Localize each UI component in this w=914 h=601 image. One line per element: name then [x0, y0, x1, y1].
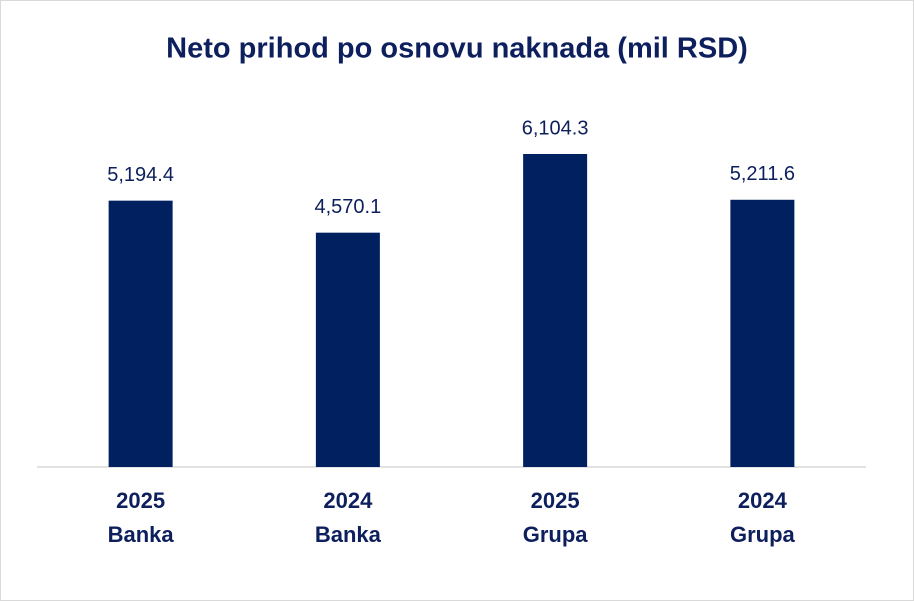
x-tick-label: Grupa: [730, 522, 796, 547]
bar: [315, 232, 380, 467]
x-tick-label: 2025: [116, 488, 165, 513]
x-tick-label: Banka: [108, 522, 175, 547]
value-label: 5,211.6: [730, 163, 795, 185]
bar: [730, 199, 795, 467]
x-tick-label: 2024: [738, 488, 788, 513]
value-label: 6,104.3: [522, 117, 589, 139]
x-tick-label: 2024: [323, 488, 373, 513]
x-tick-label: Grupa: [523, 522, 589, 547]
x-tick-label: 2025: [531, 488, 580, 513]
value-label: 5,194.4: [107, 164, 174, 186]
bar: [523, 154, 588, 467]
x-tick-label: Banka: [315, 522, 382, 547]
chart-title: Neto prihod po osnovu naknada (mil RSD): [166, 33, 748, 65]
bar: [108, 200, 173, 467]
value-label: 4,570.1: [315, 196, 382, 218]
